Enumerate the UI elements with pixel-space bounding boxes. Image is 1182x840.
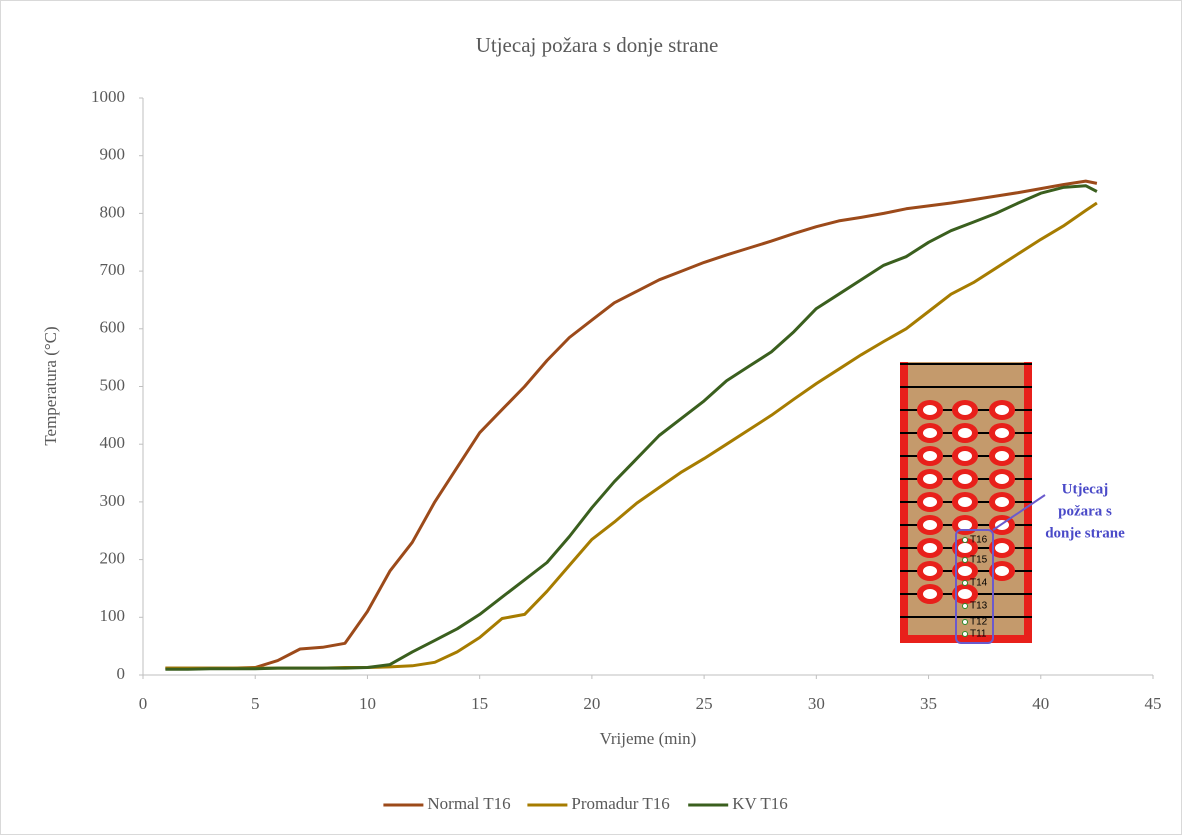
inset-hole-center [958,497,972,507]
inset-hole-center [923,451,937,461]
inset-hole-center [923,589,937,599]
inset-pointer [992,494,1046,531]
inset-hole-center [923,520,937,530]
inset-hole-center [958,474,972,484]
line-series [165,179,1098,670]
inset-annotation: Utjecaj [1062,481,1109,497]
y-tick-label: 500 [100,375,126,394]
legend-label: Normal T16 [427,794,510,813]
inset-hole-center [958,428,972,438]
x-tick-label: 45 [1145,694,1162,713]
x-tick-label: 20 [583,694,600,713]
inset-annotation: požara s [1058,503,1112,519]
inset-hole-center [923,566,937,576]
y-tick-label: 900 [100,145,126,164]
inset-hole-center [995,543,1009,553]
sensor-dot [962,631,968,637]
inset-hole-center [923,543,937,553]
x-tick-label: 5 [251,694,260,713]
x-tick-label: 40 [1032,694,1049,713]
sensor-label: T11 [970,629,987,640]
y-tick-label: 800 [100,202,126,221]
y-tick-label: 400 [100,433,126,452]
y-tick-label: 100 [100,606,126,625]
sensor-label: T16 [970,535,988,546]
inset-hole-center [923,405,937,415]
inset-hole-center [958,543,972,553]
x-tick-label: 30 [808,694,825,713]
inset-hole-center [995,428,1009,438]
inset-hole-center [958,589,972,599]
inset-hole-center [923,497,937,507]
inset-hole-center [995,566,1009,576]
legend-label: Promadur T16 [571,794,669,813]
x-tick-label: 10 [359,694,376,713]
x-tick-label: 25 [696,694,713,713]
inset-hole-center [995,474,1009,484]
sensor-label: T14 [970,578,988,589]
inset-annotation: donje strane [1045,525,1125,541]
chart-title: Utjecaj požara s donje strane [476,33,719,57]
y-tick-label: 600 [100,318,126,337]
legend-label: KV T16 [732,794,788,813]
y-tick-label: 200 [100,549,126,568]
inset-hole-center [995,405,1009,415]
sensor-dot [962,619,968,625]
inset-hole-center [923,474,937,484]
x-tick-label: 0 [139,694,148,713]
y-tick-label: 1000 [91,87,125,106]
sensor-dot [962,580,968,586]
sensor-dot [962,537,968,543]
sensor-label: T13 [970,601,988,612]
inset-border [900,635,1032,643]
y-tick-label: 700 [100,260,126,279]
sensor-dot [962,557,968,563]
y-tick-label: 0 [117,664,126,683]
inset-hole-center [995,451,1009,461]
sensor-dot [962,603,968,609]
x-tick-label: 15 [471,694,488,713]
inset-hole-center [958,566,972,576]
inset-highlight [955,529,994,644]
sensor-label: T12 [970,617,988,628]
x-tick-label: 35 [920,694,937,713]
inset-hole-center [958,451,972,461]
sensor-label: T15 [970,555,988,566]
y-tick-label: 300 [100,491,126,510]
x-axis-label: Vrijeme (min) [600,729,697,748]
inset-hole-center [958,405,972,415]
y-axis-label: Temperatura (°C) [41,326,60,445]
inset-hole-center [923,428,937,438]
inset-hole-center [995,497,1009,507]
inset-hole-center [958,520,972,530]
line-series [165,184,1098,671]
